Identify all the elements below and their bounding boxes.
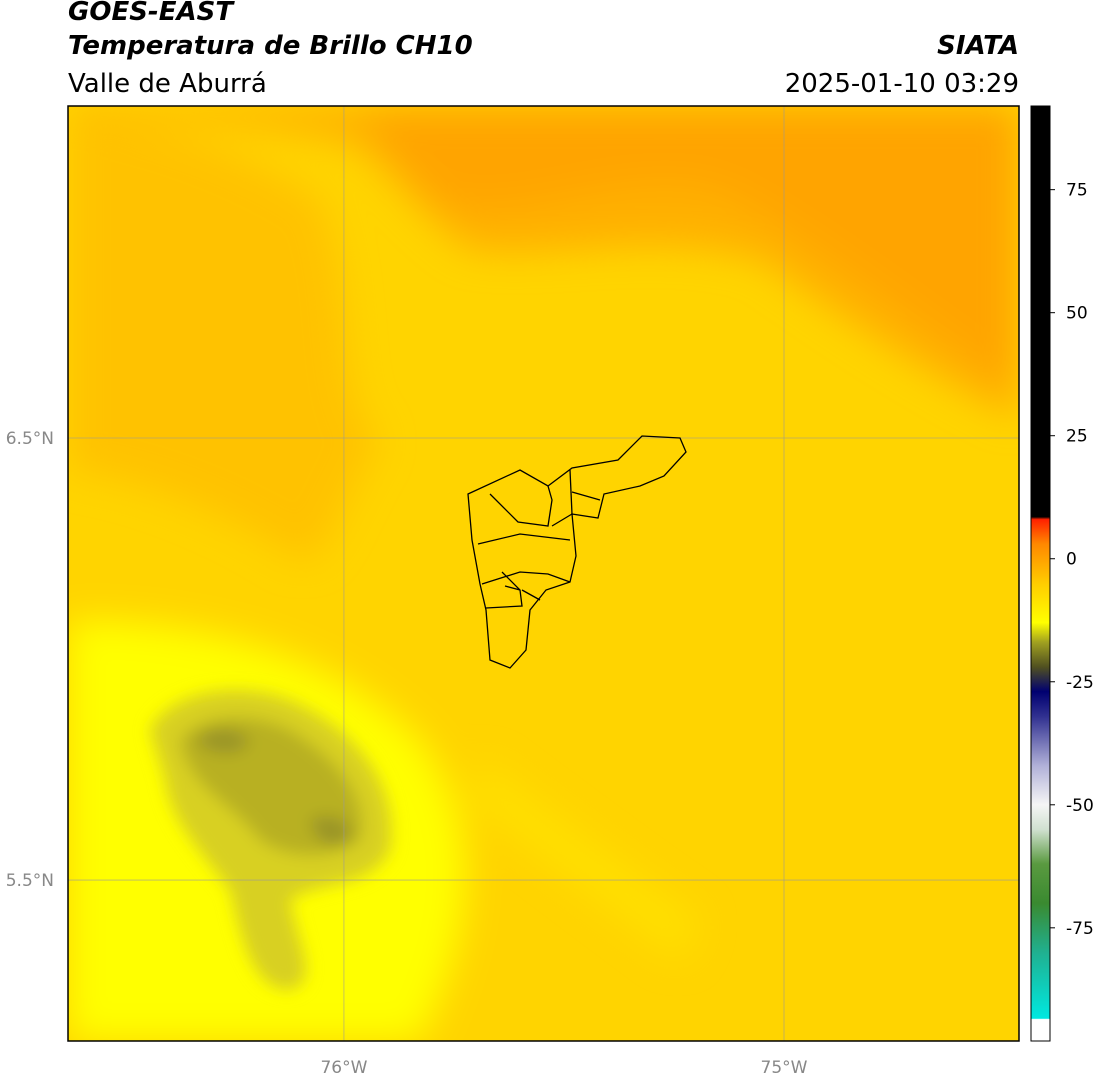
y-tick-label: 5.5°N bbox=[6, 871, 54, 891]
title: GOES-EAST bbox=[68, 0, 235, 27]
colorbar bbox=[1031, 106, 1050, 1041]
boundary bbox=[467, 435, 687, 669]
y-tick-label: 6.5°N bbox=[6, 429, 54, 449]
x-tick-label: 75°W bbox=[761, 1058, 808, 1078]
map-field bbox=[68, 106, 1019, 1041]
colorbar-tick-label: 75 bbox=[1066, 181, 1088, 201]
colorbar-tick-label: 0 bbox=[1066, 550, 1077, 570]
colorbar-tick-label: -50 bbox=[1066, 796, 1094, 816]
colorbar-tick-label: -75 bbox=[1066, 919, 1094, 939]
colorbar-tick-label: 50 bbox=[1066, 304, 1088, 324]
source: SIATA bbox=[937, 31, 1019, 61]
timestamp: 2025-01-10 03:29 bbox=[785, 69, 1019, 99]
map-frame bbox=[67, 105, 1020, 1042]
colorbar-tick-label: -25 bbox=[1066, 673, 1094, 693]
subtitle: Temperatura de Brillo CH10 bbox=[68, 31, 473, 61]
boundary bbox=[477, 469, 601, 609]
colorbar-frame bbox=[1030, 105, 1051, 1042]
region: Valle de Aburrá bbox=[68, 69, 267, 99]
municipal-boundaries bbox=[467, 435, 687, 669]
graticule bbox=[68, 106, 1019, 1041]
colorbar-tick-label: 25 bbox=[1066, 427, 1088, 447]
x-tick-label: 76°W bbox=[320, 1058, 367, 1078]
